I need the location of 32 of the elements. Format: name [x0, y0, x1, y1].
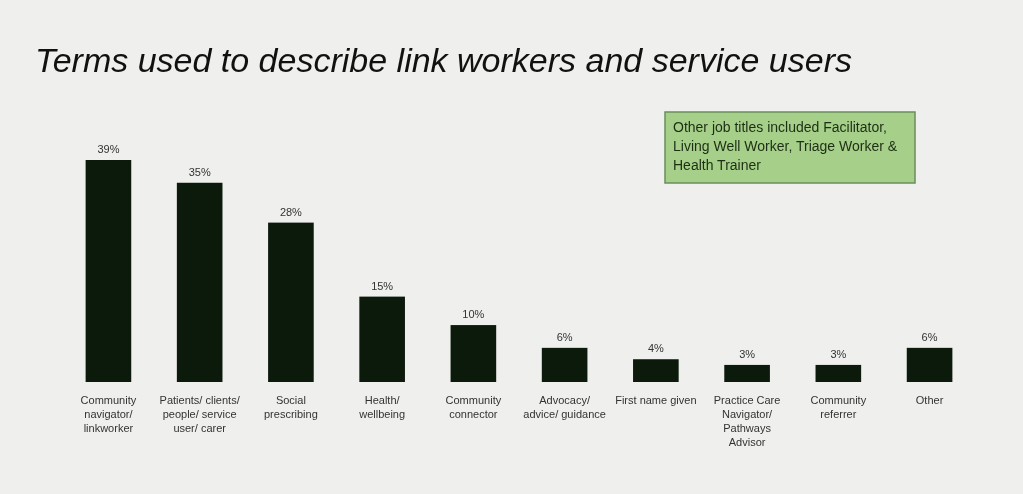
data-label: 28%: [279, 205, 303, 218]
bar: [85, 160, 132, 382]
x-tick-label: Community referrer: [810, 394, 867, 420]
data-label: 6%: [556, 330, 573, 343]
bar: [815, 364, 862, 382]
x-tick-label: Practice Care Navigator/ Pathways Advisor: [713, 394, 781, 448]
x-tick-label: First name given: [615, 394, 697, 406]
data-label: 3%: [830, 347, 847, 360]
x-tick-label: Advocacy/ advice/ guidance: [523, 394, 606, 420]
bar: [176, 182, 223, 382]
bar: [268, 222, 314, 382]
data-label: 10%: [462, 308, 485, 321]
x-tick-label: Patients/ clients/ people/ service user/ carer: [159, 394, 241, 434]
x-tick-label: Community connector: [445, 394, 502, 420]
data-label: 3%: [739, 347, 756, 360]
data-label: 4%: [647, 342, 665, 355]
bar: [724, 364, 770, 382]
data-label: 15%: [371, 279, 394, 292]
bar: [633, 359, 679, 382]
x-tick-label: Other: [915, 394, 944, 406]
data-label: 6%: [921, 330, 938, 343]
bar: [541, 347, 588, 382]
data-label: 35%: [188, 165, 211, 178]
x-tick-label: Health/ wellbeing: [358, 394, 406, 420]
x-tick-label: Social prescribing: [264, 394, 318, 420]
annotation: Other job titles included Facilitator, Living Well Worker, Triage Worker & Health Trainer: [673, 119, 898, 173]
chart-title: Terms used to describe link workers and service users: [35, 41, 852, 79]
x-tick-label: Community navigator/ linkworker: [80, 394, 137, 434]
bar: [906, 347, 953, 382]
data-label: 39%: [97, 143, 120, 155]
bar: [359, 296, 405, 382]
bar: [450, 325, 497, 382]
